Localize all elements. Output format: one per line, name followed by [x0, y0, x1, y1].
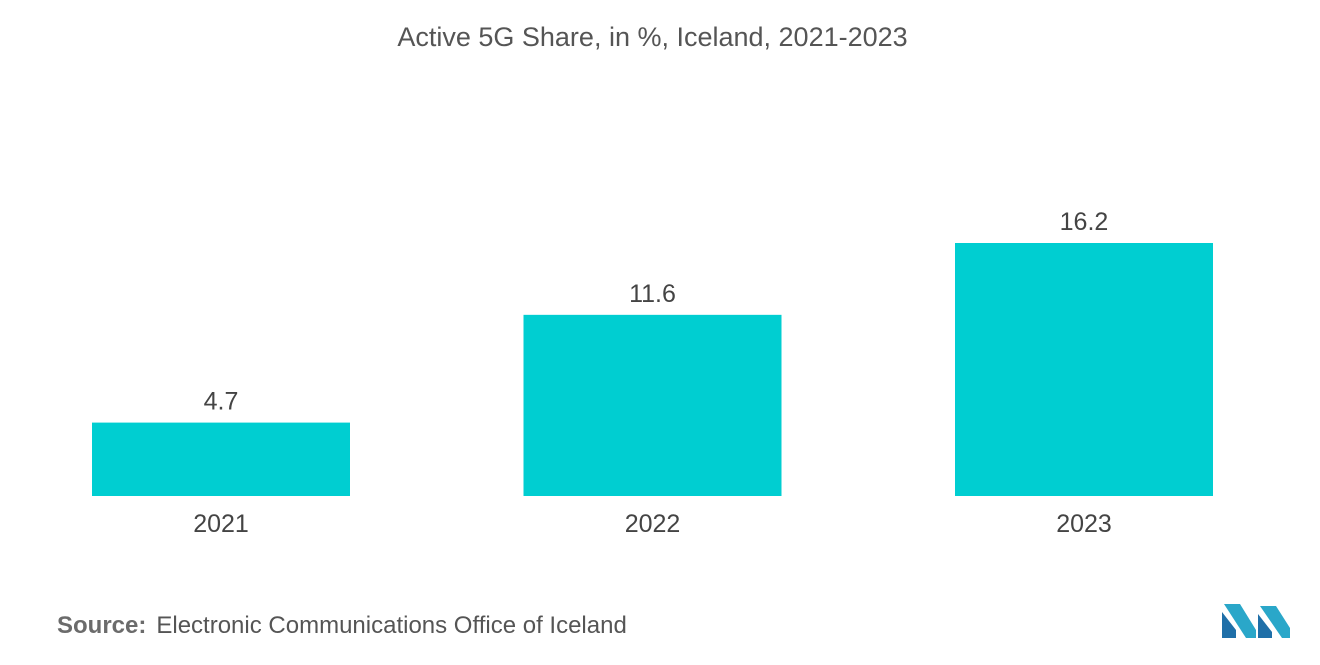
bar-2023 [955, 243, 1213, 496]
source-note: Source: Electronic Communications Office … [57, 612, 627, 640]
bar-2021 [92, 422, 350, 496]
bar-2022 [523, 314, 782, 496]
x-tick-label-2022: 2022 [625, 510, 681, 538]
data-label-2021: 4.7 [204, 388, 239, 416]
mordor-intelligence-logo-icon [1222, 604, 1290, 638]
source-text: Electronic Communications Office of Icel… [156, 612, 627, 639]
data-label-2022: 11.6 [629, 280, 676, 308]
x-tick-label-2023: 2023 [1056, 510, 1112, 538]
source-label: Source: [57, 612, 147, 639]
data-label-2023: 16.2 [1060, 208, 1109, 236]
x-tick-label-2021: 2021 [193, 510, 249, 538]
bar-chart: 4.7 2021 11.6 2022 16.2 2023 [92, 208, 1213, 538]
chart-title: Active 5G Share, in %, Iceland, 2021-202… [397, 22, 908, 52]
